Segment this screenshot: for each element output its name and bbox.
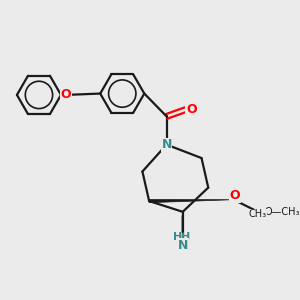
Text: N: N [161,138,172,151]
Text: H: H [173,232,182,242]
Polygon shape [149,200,234,203]
Text: O: O [186,103,196,116]
Text: CH₃: CH₃ [249,209,267,220]
Text: O: O [61,88,71,101]
Text: O—CH₃: O—CH₃ [265,207,300,217]
Text: O: O [230,189,240,202]
Text: H: H [181,232,190,242]
Text: N: N [178,239,188,252]
